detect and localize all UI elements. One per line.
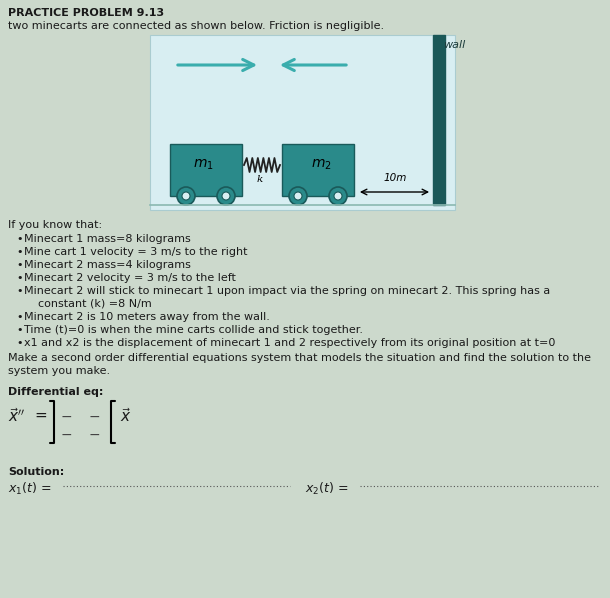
Circle shape — [222, 192, 230, 200]
Bar — [282, 144, 354, 196]
Text: Minecart 2 is 10 meters away from the wall.: Minecart 2 is 10 meters away from the wa… — [24, 312, 270, 322]
Text: wall: wall — [443, 40, 465, 50]
Text: •: • — [16, 338, 23, 348]
Text: If you know that:: If you know that: — [8, 220, 102, 230]
Text: Solution:: Solution: — [8, 467, 64, 477]
Text: Minecart 2 mass=4 kilograms: Minecart 2 mass=4 kilograms — [24, 260, 191, 270]
Text: Minecart 2 will stick to minecart 1 upon impact via the spring on minecart 2. Th: Minecart 2 will stick to minecart 1 upon… — [24, 286, 550, 296]
Text: system you make.: system you make. — [8, 366, 110, 376]
Circle shape — [177, 187, 195, 205]
Text: $\vec{x}$: $\vec{x}$ — [120, 407, 132, 425]
Bar — [433, 35, 445, 205]
Text: Time (t)=0 is when the mine carts collide and stick together.: Time (t)=0 is when the mine carts collid… — [24, 325, 363, 335]
Text: $-$: $-$ — [60, 427, 72, 441]
Text: •: • — [16, 234, 23, 244]
Text: $-$: $-$ — [88, 409, 100, 423]
Text: •: • — [16, 260, 23, 270]
Text: Minecart 1 mass=8 kilograms: Minecart 1 mass=8 kilograms — [24, 234, 191, 244]
Text: two minecarts are connected as shown below. Friction is negligible.: two minecarts are connected as shown bel… — [8, 21, 384, 31]
Circle shape — [217, 187, 235, 205]
Text: x1 and x2 is the displacement of minecart 1 and 2 respectively from its original: x1 and x2 is the displacement of minecar… — [24, 338, 555, 348]
Text: $=$: $=$ — [32, 407, 48, 422]
Bar — [150, 35, 455, 210]
Text: •: • — [16, 273, 23, 283]
Text: Mine cart 1 velocity = 3 m/s to the right: Mine cart 1 velocity = 3 m/s to the righ… — [24, 247, 248, 257]
Text: $m_2$: $m_2$ — [310, 158, 331, 172]
Circle shape — [289, 187, 307, 205]
Text: Minecart 2 velocity = 3 m/s to the left: Minecart 2 velocity = 3 m/s to the left — [24, 273, 236, 283]
Text: PRACTICE PROBLEM 9.13: PRACTICE PROBLEM 9.13 — [8, 8, 164, 18]
Circle shape — [294, 192, 302, 200]
Text: k: k — [257, 175, 263, 184]
Text: $x_1(t)$ =: $x_1(t)$ = — [8, 481, 51, 497]
Text: constant (k) =8 N/m: constant (k) =8 N/m — [24, 299, 152, 309]
Circle shape — [329, 187, 347, 205]
Text: 10m: 10m — [383, 173, 407, 183]
Circle shape — [334, 192, 342, 200]
Text: Make a second order differential equations system that models the situation and : Make a second order differential equatio… — [8, 353, 591, 363]
Text: $\vec{x}''$: $\vec{x}''$ — [8, 407, 25, 425]
Text: •: • — [16, 312, 23, 322]
Text: $x_2(t)$ =: $x_2(t)$ = — [305, 481, 348, 497]
Bar — [170, 144, 242, 196]
Text: $-$: $-$ — [60, 409, 72, 423]
Text: Differential eq:: Differential eq: — [8, 387, 103, 397]
Circle shape — [182, 192, 190, 200]
Text: $m_1$: $m_1$ — [193, 158, 213, 172]
Text: $-$: $-$ — [88, 427, 100, 441]
Text: •: • — [16, 286, 23, 296]
Text: •: • — [16, 247, 23, 257]
Text: •: • — [16, 325, 23, 335]
